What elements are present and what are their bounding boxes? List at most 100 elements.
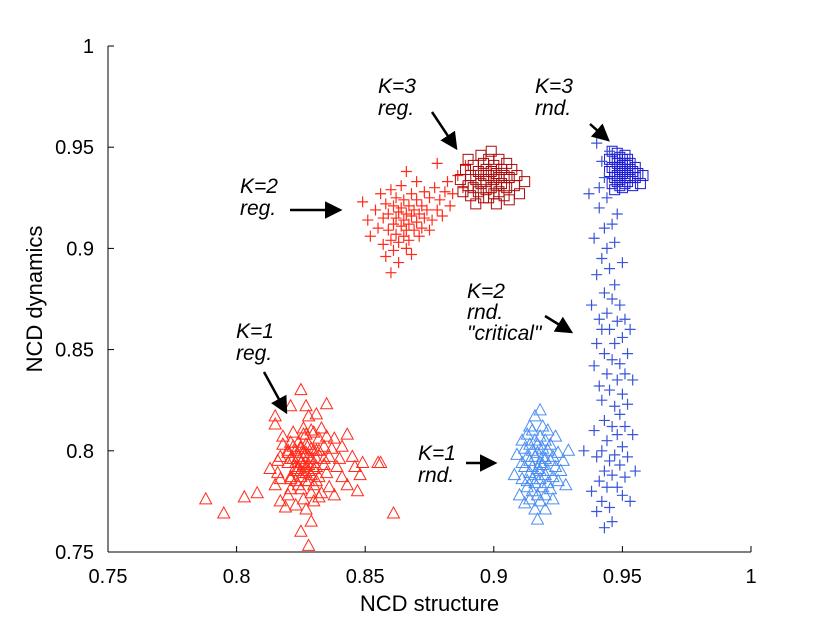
data-point bbox=[588, 232, 600, 244]
data-point bbox=[362, 214, 374, 226]
data-point bbox=[431, 157, 443, 169]
data-point bbox=[237, 489, 252, 503]
data-point bbox=[299, 501, 313, 515]
data-point bbox=[470, 198, 482, 210]
data-point bbox=[601, 435, 613, 447]
series-k-3-rnd- bbox=[604, 145, 649, 196]
data-point bbox=[400, 242, 412, 254]
annotation-text: rnd. bbox=[418, 464, 454, 487]
data-point bbox=[301, 473, 316, 487]
data-point bbox=[558, 477, 573, 491]
data-point bbox=[616, 388, 628, 400]
data-point bbox=[596, 253, 608, 265]
x-tick-label: 0.85 bbox=[346, 566, 385, 588]
data-point bbox=[319, 429, 334, 442]
data-point bbox=[309, 459, 324, 472]
data-point bbox=[609, 279, 621, 291]
data-point bbox=[296, 451, 311, 464]
data-point bbox=[268, 416, 283, 430]
data-point bbox=[601, 307, 613, 319]
data-point bbox=[609, 236, 621, 248]
series-k-3-reg- bbox=[454, 145, 531, 210]
series-k-1-reg- bbox=[198, 382, 401, 551]
data-point bbox=[538, 433, 553, 446]
data-point bbox=[273, 493, 288, 507]
data-point bbox=[324, 441, 339, 454]
data-point bbox=[591, 137, 603, 149]
data-point bbox=[385, 184, 397, 196]
y-tick-label: 0.95 bbox=[55, 137, 94, 159]
data-point bbox=[301, 408, 316, 422]
data-point bbox=[533, 493, 547, 507]
data-point bbox=[591, 506, 603, 518]
data-point bbox=[548, 429, 563, 442]
data-point bbox=[286, 425, 301, 438]
data-point bbox=[609, 449, 621, 461]
data-point bbox=[609, 338, 621, 350]
data-point bbox=[294, 481, 308, 495]
data-point bbox=[309, 406, 324, 420]
data-point bbox=[616, 257, 628, 269]
x-tick-label: 0.75 bbox=[89, 566, 128, 588]
y-tick-label: 0.8 bbox=[66, 441, 94, 463]
data-point bbox=[327, 431, 342, 444]
data-point bbox=[604, 323, 616, 335]
data-point bbox=[400, 208, 412, 220]
data-point bbox=[624, 323, 636, 335]
data-point bbox=[431, 204, 443, 216]
data-point bbox=[528, 467, 542, 481]
data-point bbox=[263, 461, 277, 475]
data-point bbox=[291, 461, 306, 475]
data-point bbox=[622, 398, 634, 410]
annotation-text: reg. bbox=[378, 97, 414, 120]
data-point bbox=[250, 485, 265, 499]
data-point bbox=[385, 234, 397, 246]
x-tick-label: 0.95 bbox=[603, 566, 642, 588]
annotation-text: K=2 bbox=[240, 175, 278, 198]
x-axis-title: NCD structure bbox=[360, 591, 499, 616]
annotation-text: "critical" bbox=[467, 322, 543, 345]
data-point bbox=[408, 224, 420, 236]
data-point bbox=[398, 194, 410, 206]
data-point bbox=[301, 449, 316, 462]
annotation-arrow bbox=[430, 111, 458, 151]
data-point bbox=[216, 505, 231, 519]
data-point bbox=[546, 449, 560, 462]
data-point bbox=[616, 489, 628, 501]
annotation-text: rnd. bbox=[535, 97, 571, 120]
data-point bbox=[288, 459, 303, 472]
data-point bbox=[619, 313, 631, 325]
data-point bbox=[429, 182, 441, 194]
data-point bbox=[490, 198, 502, 210]
data-point bbox=[619, 471, 631, 483]
y-tick-label: 0.85 bbox=[55, 340, 94, 362]
data-point bbox=[606, 218, 618, 230]
data-point bbox=[314, 420, 329, 434]
data-point bbox=[386, 505, 401, 519]
data-point bbox=[276, 437, 290, 450]
data-point bbox=[319, 465, 334, 479]
data-point bbox=[530, 512, 545, 525]
data-point bbox=[517, 459, 532, 472]
data-point bbox=[627, 180, 639, 192]
data-point bbox=[268, 477, 283, 491]
data-point bbox=[546, 491, 560, 505]
data-point bbox=[355, 455, 370, 468]
data-point bbox=[528, 408, 542, 422]
data-point bbox=[598, 287, 610, 299]
data-point bbox=[373, 455, 388, 468]
data-point bbox=[390, 212, 402, 224]
data-point bbox=[604, 263, 616, 275]
data-point bbox=[596, 394, 608, 406]
annotation-arrow bbox=[262, 371, 288, 415]
data-point bbox=[387, 218, 399, 230]
data-point bbox=[535, 418, 550, 432]
data-point bbox=[322, 479, 337, 493]
data-point bbox=[578, 445, 590, 457]
data-point bbox=[304, 467, 319, 481]
data-point bbox=[273, 471, 288, 485]
annotation-text: reg. bbox=[236, 342, 272, 365]
